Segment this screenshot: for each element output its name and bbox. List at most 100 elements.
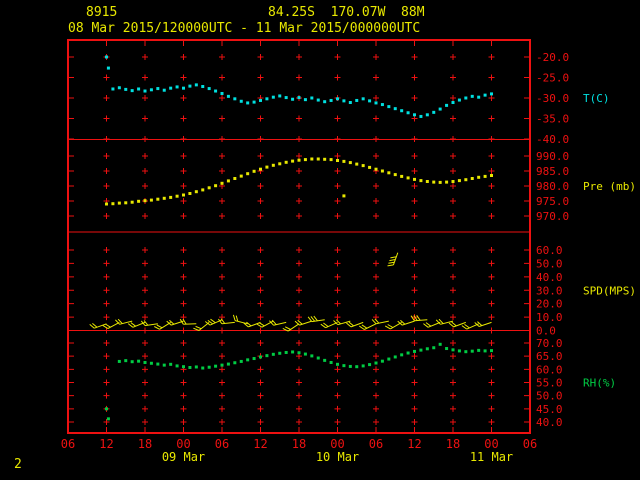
y-tick-label: 990.0	[536, 150, 569, 163]
temperature-series-point	[239, 99, 243, 103]
pressure-series-point	[342, 159, 346, 163]
pressure-series-point	[175, 194, 179, 198]
temperature-series-point	[284, 96, 288, 100]
wind-barb	[294, 319, 312, 326]
pressure-series-point	[252, 169, 256, 173]
humidity-series-point	[329, 360, 333, 364]
temperature-series-point	[220, 91, 224, 95]
humidity-series-point	[310, 354, 314, 358]
humidity-series-point	[355, 365, 359, 369]
humidity-series-point	[271, 352, 275, 356]
temperature-series-point	[105, 55, 108, 59]
y-tick-label: 60.0	[536, 244, 563, 257]
humidity-series-point	[214, 364, 218, 368]
temperature-series-point	[400, 109, 404, 113]
date-label: 11 Mar	[470, 450, 513, 464]
pressure-series-point	[278, 162, 282, 166]
humidity-series-point	[239, 359, 243, 363]
temperature-series-point	[252, 100, 256, 104]
hour-label: 06	[523, 437, 537, 451]
y-tick-label: 980.0	[536, 180, 569, 193]
wind-barb	[384, 321, 402, 330]
pressure-series-point	[130, 200, 134, 204]
pressure-series-point	[105, 202, 108, 206]
humidity-series-point	[194, 365, 198, 369]
humidity-series-point	[470, 349, 474, 353]
wind-barb	[140, 320, 158, 327]
pressure-series-point	[310, 157, 314, 161]
time-period: 08 Mar 2015/120000UTC - 11 Mar 2015/0000…	[68, 21, 421, 36]
pressure-series-point	[406, 176, 410, 180]
humidity-series-point	[413, 349, 416, 353]
humidity-series-point	[246, 358, 250, 362]
pressure-series-point	[413, 177, 416, 181]
pressure-series-point	[162, 196, 166, 200]
pressure-series-point	[117, 201, 121, 205]
temperature-series-point	[393, 107, 397, 111]
y-tick-label: 55.0	[536, 377, 563, 390]
temperature-series-point	[291, 97, 295, 101]
temperature-series-point	[156, 87, 160, 91]
pressure-series-point	[284, 160, 288, 164]
pressure-series-point	[214, 184, 218, 188]
y-tick-label: -35.0	[536, 113, 569, 126]
humidity-series-point	[105, 407, 108, 411]
temperature-series-point	[310, 96, 314, 100]
temperature-series-point	[451, 101, 455, 105]
pressure-series-point	[182, 193, 185, 197]
temperature-series-point	[425, 113, 429, 117]
y-tick-label: -25.0	[536, 72, 569, 85]
pressure-series-point	[169, 195, 173, 199]
temperature-series-point	[355, 98, 359, 102]
pressure-axis-label: Pre (mb)	[583, 180, 636, 193]
temperature-series-point	[162, 88, 166, 92]
y-tick-label: 970.0	[536, 210, 569, 223]
pressure-series-point	[445, 180, 449, 184]
y-tick-label: 20.0	[536, 298, 563, 311]
temperature-series-point	[111, 87, 115, 91]
temperature-series-point	[419, 114, 423, 118]
temperature-series-point	[169, 86, 173, 90]
pressure-series-point	[393, 173, 397, 177]
hour-label: 18	[292, 437, 306, 451]
temperature-series-point	[483, 93, 487, 97]
pressure-series-point	[194, 190, 198, 194]
temperature-axis-label: T(C)	[583, 92, 610, 105]
pressure-series-point	[226, 179, 230, 183]
temperature-series-point	[477, 95, 481, 99]
pressure-series	[105, 157, 493, 206]
y-tick-label: -30.0	[536, 92, 569, 105]
date-label: 09 Mar	[162, 450, 205, 464]
temperature-series-point	[348, 101, 352, 105]
pressure-series-point	[233, 177, 237, 180]
y-tick-label: 65.0	[536, 350, 563, 363]
pressure-series-point	[380, 169, 384, 173]
wind-barb	[461, 323, 479, 330]
pressure-series-point	[464, 178, 468, 182]
temperature-series-point	[297, 96, 301, 100]
wind-barb	[423, 321, 441, 328]
humidity-series-point	[425, 347, 429, 351]
temperature-series-point	[130, 89, 134, 93]
humidity-series-point	[303, 352, 307, 356]
temperature-series-point	[445, 103, 449, 107]
wind-barb	[387, 252, 399, 267]
pressure-series-point	[387, 171, 391, 175]
humidity-series-point	[483, 349, 487, 353]
pressure-series-point	[483, 174, 487, 178]
hour-label: 18	[138, 437, 152, 451]
temperature-series-point	[490, 92, 493, 96]
humidity-series-point	[130, 360, 134, 364]
temperature-series-point	[124, 87, 128, 91]
pressure-series-point	[239, 174, 243, 178]
temperature-series-point	[182, 86, 185, 90]
temperature-series-point	[413, 113, 416, 117]
station-location: 84.25S 170.07W 88M	[268, 5, 425, 20]
hour-label: 00	[176, 437, 190, 451]
temperature-series-point	[226, 94, 230, 98]
pressure-series-point	[188, 192, 192, 195]
humidity-series-point	[188, 365, 192, 369]
humidity-series-point	[137, 359, 141, 363]
pressure-series-point	[425, 180, 429, 183]
